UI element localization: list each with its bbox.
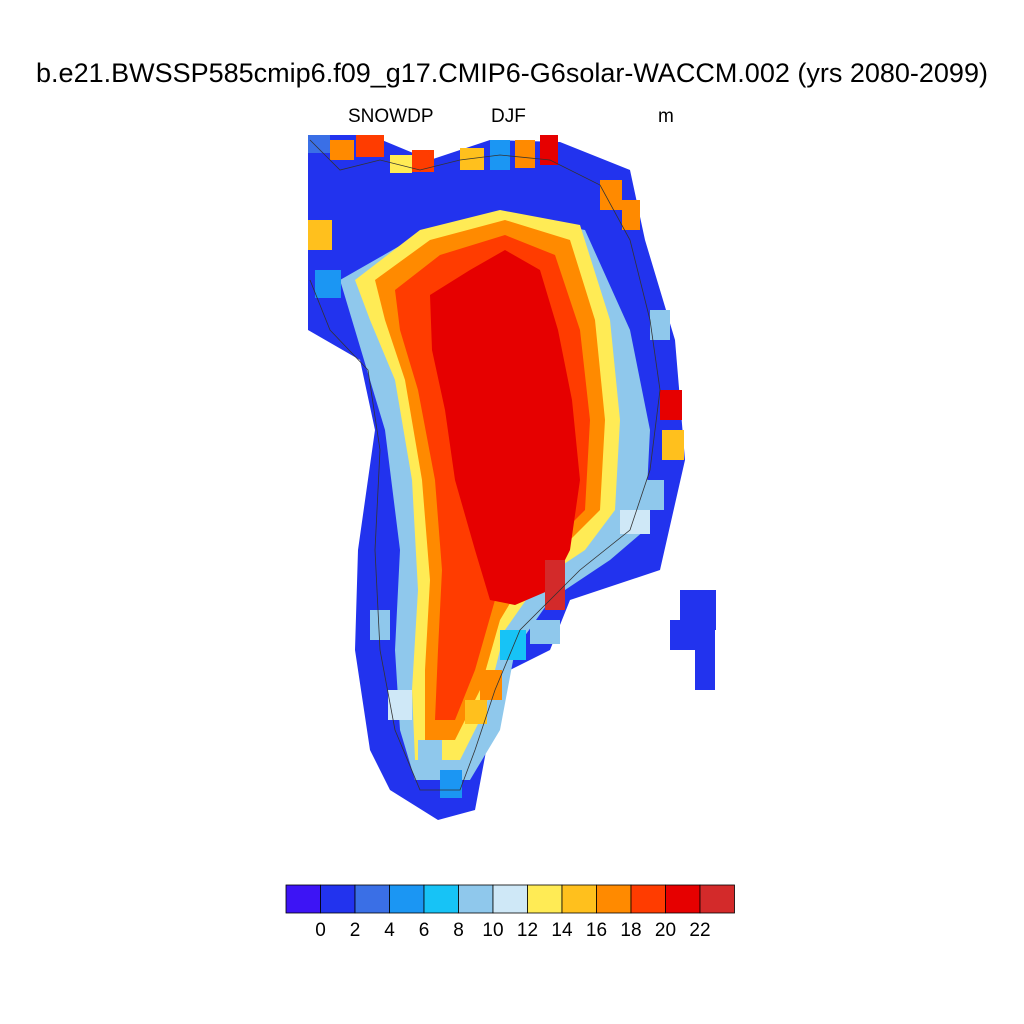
grid-cell xyxy=(600,180,622,210)
grid-cell xyxy=(560,170,582,192)
grid-cell xyxy=(388,690,412,720)
grid-cell xyxy=(622,200,640,230)
colorbar-tick-label: 0 xyxy=(315,920,326,941)
colorbar-tick-label: 18 xyxy=(620,920,642,941)
colorbar-tick-label: 12 xyxy=(516,920,539,941)
grid-cell xyxy=(662,430,684,460)
grid-cell xyxy=(465,700,487,724)
plot-title: b.e21.BWSSP585cmip6.f09_g17.CMIP6-G6sola… xyxy=(36,58,988,88)
colorbar-tick-label: 16 xyxy=(585,920,608,941)
grid-cell xyxy=(412,150,434,172)
colorbar-swatch xyxy=(492,884,528,914)
grid-cell xyxy=(620,510,650,534)
grid-cell xyxy=(460,148,484,170)
grid-cell xyxy=(418,740,442,770)
grid-cell xyxy=(308,135,330,153)
grid-cell xyxy=(315,270,341,298)
colorbar-swatch xyxy=(354,884,390,914)
grid-cell xyxy=(440,770,462,798)
grid-cell xyxy=(695,630,715,690)
grid-cell xyxy=(515,140,535,168)
colorbar-swatch xyxy=(561,884,597,914)
grid-cell xyxy=(308,220,332,250)
grid-cell xyxy=(500,630,526,660)
colorbar-tick-label: 22 xyxy=(689,920,711,941)
colorbar-swatch xyxy=(320,884,356,914)
colorbar-swatch xyxy=(458,884,494,914)
grid-cell xyxy=(356,135,384,157)
colorbar-swatch xyxy=(527,884,563,914)
variable-label: SNOWDP xyxy=(348,106,434,127)
grid-cell xyxy=(390,155,412,173)
colorbar-tick-label: 6 xyxy=(418,920,430,941)
colorbar-swatch xyxy=(285,884,321,914)
colorbar-tick-label: 10 xyxy=(482,920,504,941)
grid-cell xyxy=(370,610,390,640)
colorbar-tick-label: 4 xyxy=(384,920,395,941)
coastline xyxy=(309,139,661,791)
grid-cell xyxy=(660,390,682,420)
colorbar-swatch xyxy=(665,884,701,914)
core-red xyxy=(430,250,580,605)
colorbar-swatch xyxy=(699,884,735,914)
grid-cell xyxy=(530,620,560,644)
grid-cell xyxy=(650,310,670,340)
colorbar-tick-label: 20 xyxy=(654,920,677,941)
units-label: m xyxy=(658,106,674,127)
grid-cell xyxy=(630,260,650,290)
colorbar-swatch xyxy=(423,884,459,914)
grid-cell xyxy=(330,140,354,160)
colorbar xyxy=(285,884,735,914)
grid-cell xyxy=(480,670,502,700)
snow-depth-map xyxy=(308,135,716,820)
colorbar-tick-label: 8 xyxy=(453,920,464,941)
season-label: DJF xyxy=(491,106,526,127)
colorbar-tick-label: 14 xyxy=(551,920,573,941)
colorbar-swatch xyxy=(389,884,425,914)
colorbar-tick-label: 2 xyxy=(349,920,361,941)
grid-cell xyxy=(545,560,565,610)
grid-cell xyxy=(540,135,558,165)
colorbar-swatch xyxy=(630,884,666,914)
grid-cell xyxy=(640,480,664,510)
colorbar-swatch xyxy=(596,884,632,914)
grid-cell xyxy=(670,620,696,650)
colorbar-labels: 0 2 4 6 8 10 12 14 16 18 20 22 xyxy=(0,920,1024,946)
